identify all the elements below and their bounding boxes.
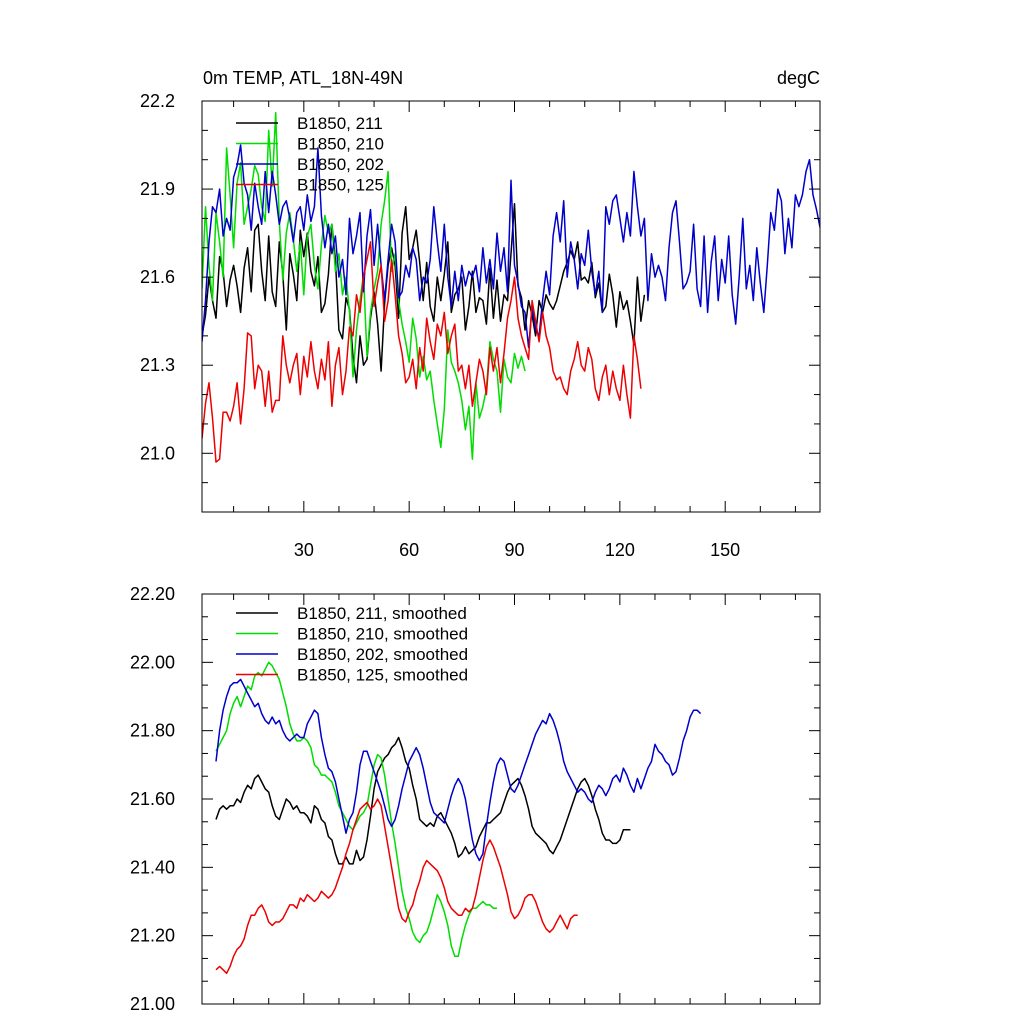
x-tick-label: 90 <box>504 540 524 560</box>
series-line-3 <box>202 241 642 463</box>
legend-label-1: B1850, 210 <box>297 135 384 154</box>
y-tick-label: 21.00 <box>130 994 175 1014</box>
y-tick-label: 22.2 <box>140 91 175 111</box>
y-tick-label: 21.20 <box>130 926 175 946</box>
y-tick-label: 21.0 <box>140 443 175 463</box>
legend-label-3: B1850, 125 <box>297 176 384 195</box>
y-tick-label: 21.9 <box>140 179 175 199</box>
series-line-2 <box>215 678 702 862</box>
bottom-panel: 21.00 21.20 21.40 21.60 21.80 22.00 22.20 B1850… <box>130 584 821 1014</box>
series-line-0 <box>202 202 646 384</box>
y-tick-label: 21.80 <box>130 721 175 741</box>
x-tick-label: 120 <box>605 540 635 560</box>
series-line-2 <box>202 144 820 349</box>
x-tick-label: 30 <box>294 540 314 560</box>
legend-label-0: B1850, 211 <box>297 114 383 133</box>
legend-label-3: B1850, 125, smoothed <box>297 666 468 685</box>
y-tick-label: 21.3 <box>140 355 175 375</box>
y-tick-label: 21.40 <box>130 857 175 877</box>
legend-label-0: B1850, 211, smoothed <box>297 604 467 623</box>
series-group <box>202 111 820 463</box>
series-group <box>215 661 702 975</box>
chart-title-right: degC <box>777 68 820 88</box>
legend-label-1: B1850, 210, smoothed <box>297 625 468 644</box>
y-tick-label: 22.20 <box>130 584 175 604</box>
y-tick-label: 21.6 <box>140 267 175 287</box>
series-line-3 <box>215 798 578 975</box>
y-tick-label: 22.00 <box>130 652 175 672</box>
x-tick-label: 150 <box>710 540 740 560</box>
legend-label-2: B1850, 202 <box>297 155 384 174</box>
top-panel: 0m TEMP, ATL_18N-49N degC 21.0 21.3 21.6 21.9… <box>140 68 821 560</box>
series-line-0 <box>215 736 631 865</box>
series-line-1 <box>215 661 497 957</box>
y-tick-label: 21.60 <box>130 789 175 809</box>
x-tick-label: 60 <box>399 540 419 560</box>
chart-title-left: 0m TEMP, ATL_18N-49N <box>203 68 403 89</box>
legend-label-2: B1850, 202, smoothed <box>297 645 468 664</box>
